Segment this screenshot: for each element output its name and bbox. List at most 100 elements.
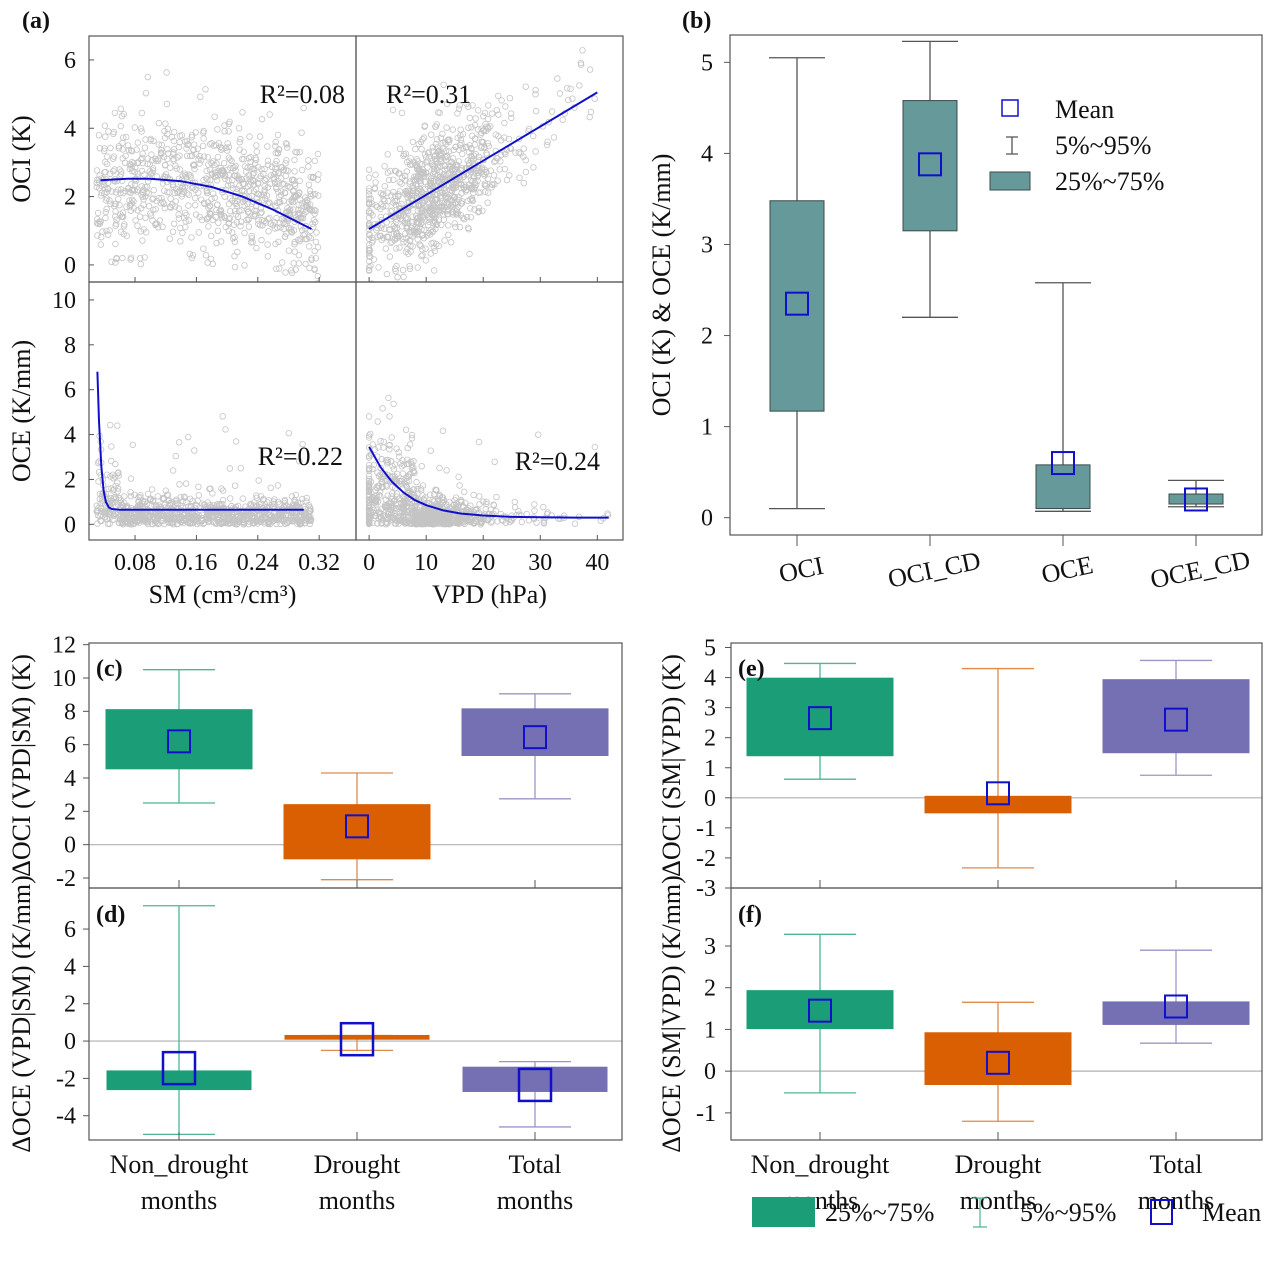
iqr-box <box>924 1032 1072 1086</box>
scatter-point <box>229 235 237 242</box>
scatter-point <box>451 167 459 174</box>
scatter-point <box>130 160 137 167</box>
legend-box-label: 25%~75% <box>1055 167 1164 196</box>
scatter-point <box>268 513 275 520</box>
scatter-point <box>465 103 472 110</box>
scatter-point <box>382 245 389 252</box>
scatter-point <box>193 513 201 520</box>
y-tick-label: 0 <box>704 1059 716 1085</box>
scatter-point <box>255 191 262 198</box>
scatter-point <box>200 501 208 508</box>
scatter-point <box>372 179 379 186</box>
scatter-point <box>391 265 399 272</box>
scatter-point <box>145 202 153 210</box>
scatter-point <box>313 229 320 236</box>
scatter-point <box>300 231 307 239</box>
scatter-point <box>142 136 149 143</box>
y-tick-label: 0 <box>701 506 713 532</box>
scatter-point <box>410 458 417 465</box>
scatter-point <box>228 176 236 184</box>
x-tick-label: 0 <box>363 550 375 576</box>
scatter-point <box>151 514 158 521</box>
scatter-point <box>267 484 274 491</box>
scatter-point <box>99 228 106 235</box>
scatter-point <box>206 209 213 217</box>
scatter-point <box>372 202 379 209</box>
scatter-point <box>107 497 115 505</box>
scatter-point <box>296 196 304 203</box>
scatter-point <box>208 171 216 178</box>
scatter-point <box>275 146 283 153</box>
scatter-point <box>496 166 503 173</box>
x-category-label: Drought months <box>314 1150 401 1215</box>
scatter-point <box>129 441 136 449</box>
scatter-point <box>522 156 529 164</box>
scatter-point <box>365 264 373 271</box>
scatter-point <box>120 189 127 197</box>
scatter-point <box>365 432 373 439</box>
scatter-point <box>383 233 391 240</box>
scatter-point <box>506 94 514 102</box>
scatter-point <box>168 508 175 515</box>
scatter-point <box>185 217 193 224</box>
scatter-point <box>217 238 225 245</box>
scatter-point <box>377 493 384 500</box>
scatter-point <box>159 512 166 520</box>
scatter-point <box>178 176 186 183</box>
scatter-point <box>628 71 634 77</box>
scatter-point <box>384 460 391 467</box>
scatter-point <box>117 499 124 506</box>
scatter-point <box>97 471 104 479</box>
scatter-point <box>365 267 373 274</box>
scatter-point <box>439 130 446 138</box>
scatter-point <box>169 181 177 189</box>
scatter-point <box>308 516 315 523</box>
scatter-point <box>281 180 288 188</box>
x-tick-label: 0.16 <box>175 550 217 576</box>
scatter-point <box>311 247 318 255</box>
scatter-point <box>247 500 254 508</box>
scatter-point <box>96 144 104 152</box>
scatter-point <box>372 509 379 516</box>
scatter-point <box>170 157 177 164</box>
iqr-box <box>902 100 958 232</box>
scatter-point <box>231 520 239 527</box>
scatter-point <box>569 95 576 102</box>
y-tick-label: 2 <box>701 324 713 350</box>
scatter-point <box>113 255 120 262</box>
scatter-point <box>207 485 214 492</box>
scatter-point <box>443 199 450 207</box>
scatter-point <box>131 491 138 498</box>
y-tick-label: 4 <box>64 766 76 792</box>
scatter-point <box>401 220 409 227</box>
scatter-point <box>291 248 298 255</box>
scatter-point <box>454 110 461 117</box>
scatter-point <box>426 179 434 187</box>
scatter-point <box>149 217 156 224</box>
x-axis-label: SM (cm³/cm³) <box>149 580 297 609</box>
scatter-point <box>138 191 145 199</box>
scatter-point <box>211 113 218 120</box>
scatter-point <box>406 263 413 270</box>
scatter-point <box>492 131 499 138</box>
scatter-point <box>206 140 214 148</box>
scatter-point <box>183 152 191 159</box>
scatter-point <box>604 510 611 517</box>
scatter-point <box>396 244 403 251</box>
scatter-point <box>155 155 162 162</box>
scatter-point <box>101 507 109 515</box>
scatter-point <box>402 187 410 195</box>
scatter-point <box>257 172 264 180</box>
scatter-point <box>166 203 174 210</box>
scatter-point <box>440 216 447 223</box>
scatter-point <box>134 207 141 214</box>
scatter-point <box>306 187 314 194</box>
scatter-point <box>128 147 136 155</box>
scatter-point <box>225 510 232 517</box>
scatter-point <box>119 146 126 153</box>
scatter-point <box>143 183 151 190</box>
scatter-point <box>389 106 397 114</box>
box-non-drought-months <box>106 905 252 1140</box>
scatter-point <box>226 156 234 163</box>
scatter-point <box>174 189 181 196</box>
